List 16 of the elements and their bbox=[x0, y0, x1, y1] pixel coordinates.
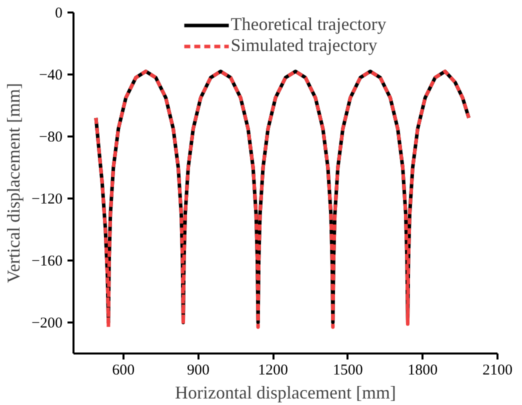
y-tick-label: −160 bbox=[32, 254, 63, 270]
y-tick-label: −120 bbox=[32, 192, 63, 208]
legend-label: Theoretical trajectory bbox=[230, 14, 386, 35]
y-tick-label: 0 bbox=[55, 6, 62, 22]
x-tick-label: 1800 bbox=[408, 362, 438, 378]
x-tick-label: 2100 bbox=[482, 362, 512, 378]
x-tick-label: 1200 bbox=[258, 362, 288, 378]
y-tick-label: −80 bbox=[39, 130, 63, 146]
x-axis-title: Horizontal displacement [mm] bbox=[175, 382, 396, 402]
y-axis-title: Vertical displacement [mm] bbox=[4, 83, 24, 283]
y-tick-label: −40 bbox=[39, 68, 63, 84]
y-tick-label: −200 bbox=[32, 316, 63, 332]
x-tick-label: 900 bbox=[186, 362, 210, 378]
x-tick-label: 1500 bbox=[332, 362, 363, 378]
legend-label: Simulated trajectory bbox=[230, 35, 378, 56]
x-tick-label: 600 bbox=[112, 362, 135, 378]
